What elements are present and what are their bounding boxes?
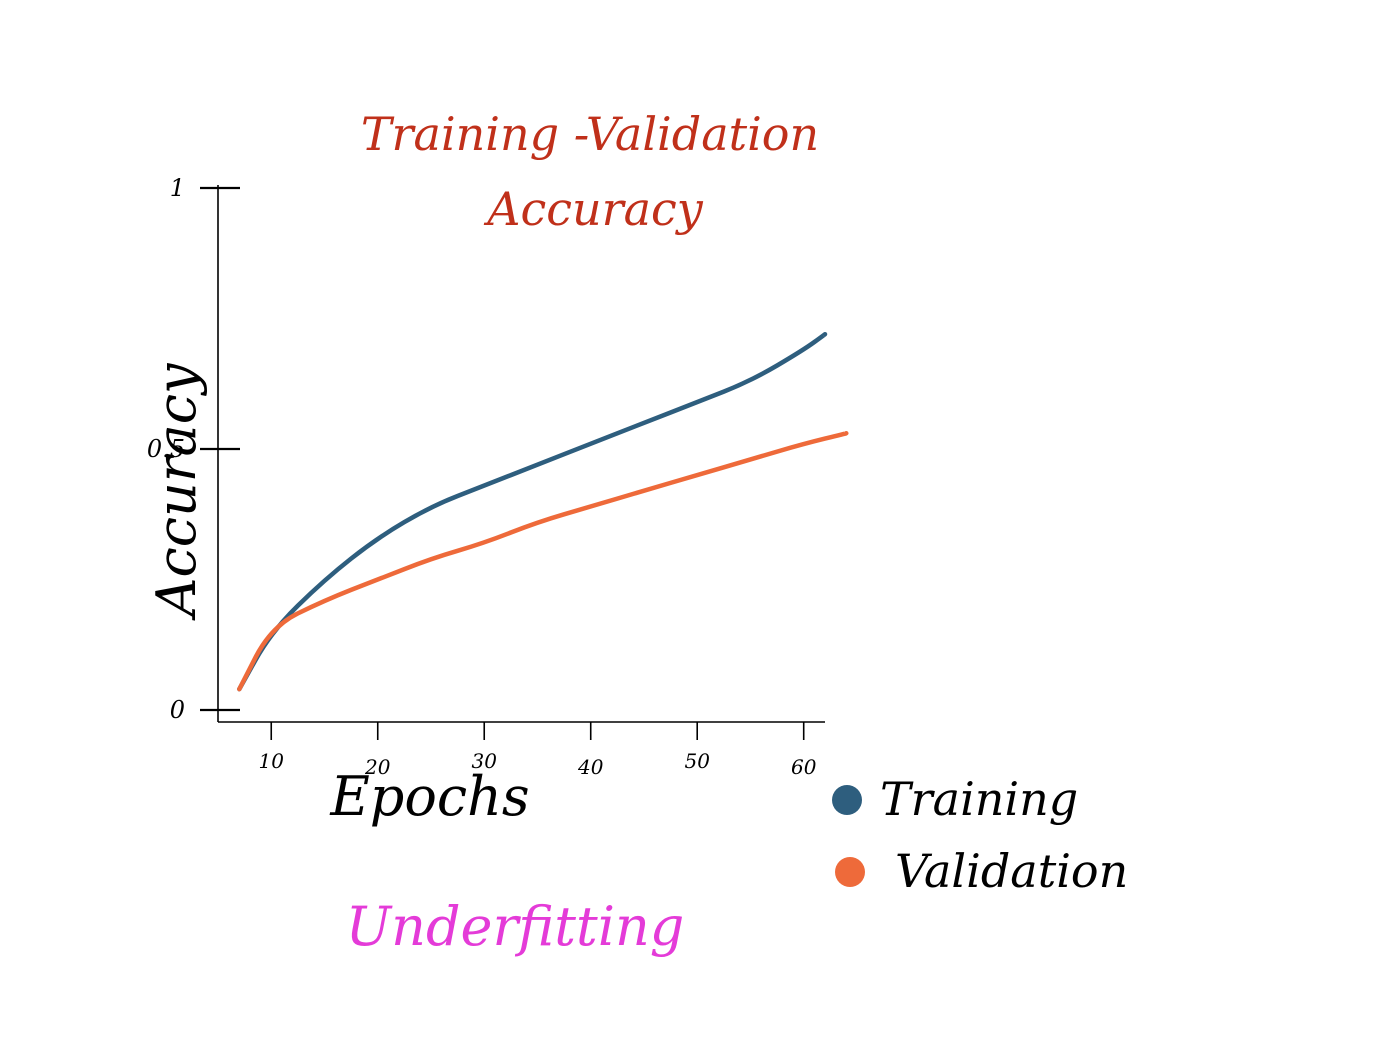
series-line-training	[237, 331, 828, 692]
x-axis-label: Epochs	[329, 765, 529, 828]
y-tick-label: 1	[170, 174, 185, 202]
chart-title-line-1: Training -Validation	[361, 107, 819, 161]
x-tick-label: 60	[791, 755, 817, 779]
x-tick-label: 10	[259, 749, 285, 773]
y-tick-label: 0.5	[147, 435, 185, 463]
legend-label-training: Training	[880, 772, 1078, 826]
x-ticks: 10 20 30 40 50 60	[259, 722, 817, 779]
legend: Training Validation	[832, 772, 1128, 898]
legend-label-validation: Validation	[895, 844, 1128, 898]
legend-swatch-training	[832, 785, 862, 815]
y-ticks: 00.51	[147, 174, 240, 724]
annotation-underfitting: Underfitting	[346, 895, 685, 958]
x-tick-label: 40	[577, 755, 604, 779]
x-tick-label: 50	[684, 749, 710, 773]
chart-title-line-2: Accuracy	[483, 182, 704, 236]
y-tick-label: 0	[170, 696, 185, 724]
x-tick-label: 30	[472, 749, 498, 773]
legend-swatch-validation	[835, 857, 865, 887]
y-axis-label: Accuracy	[145, 362, 208, 622]
series-line-validation	[237, 431, 849, 692]
series-lines	[237, 331, 849, 692]
x-tick-label: 20	[364, 755, 391, 779]
